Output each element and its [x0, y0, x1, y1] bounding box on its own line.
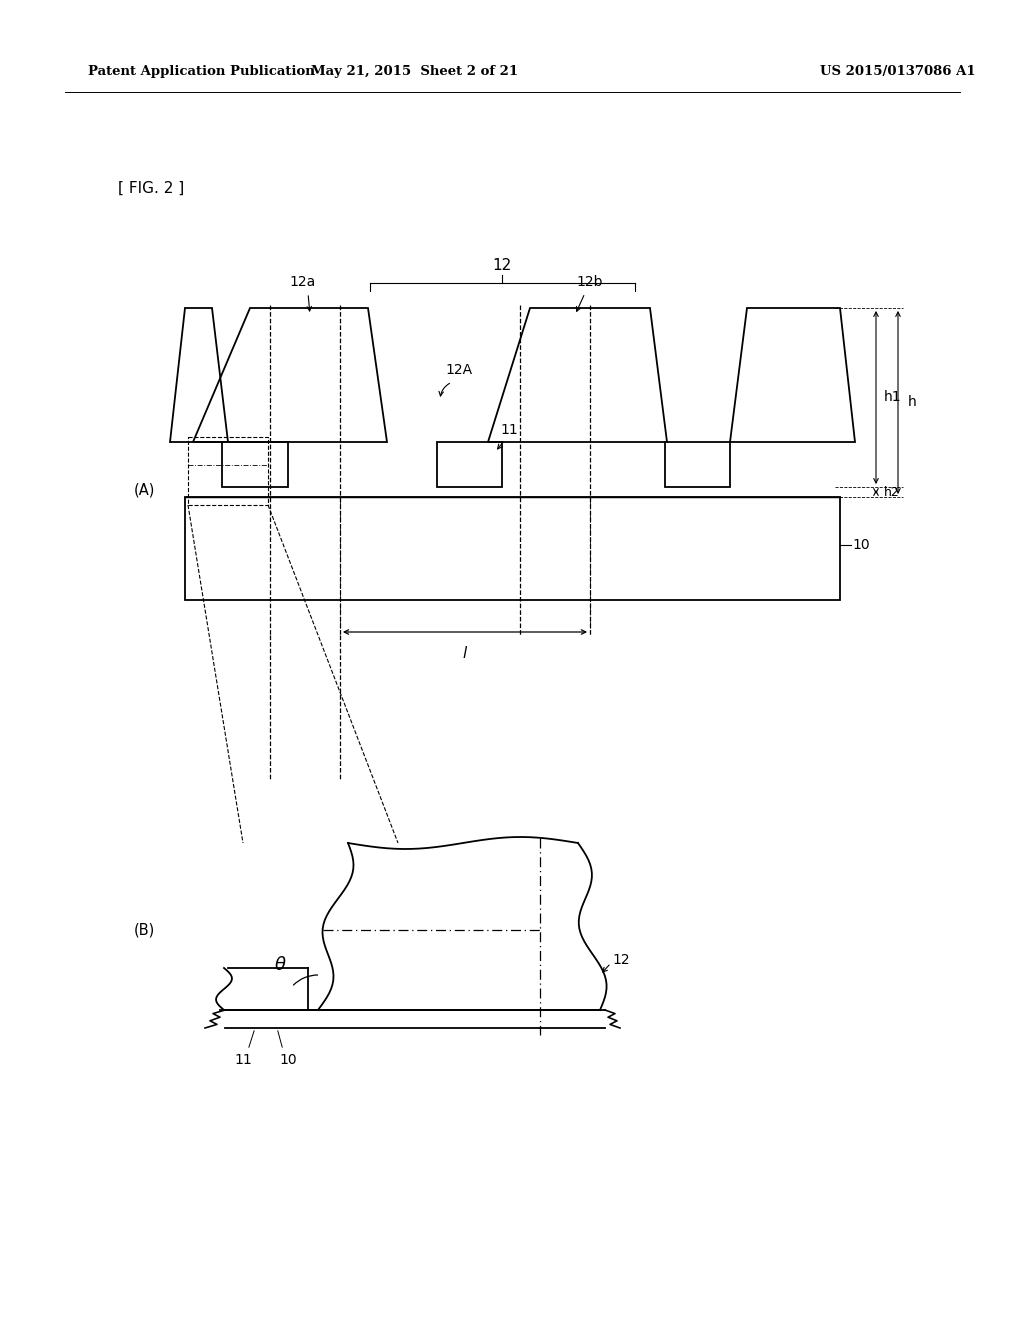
Text: l: l	[463, 645, 467, 661]
Text: US 2015/0137086 A1: US 2015/0137086 A1	[820, 66, 976, 78]
Text: 11: 11	[500, 422, 518, 437]
Text: h2: h2	[884, 486, 900, 499]
Text: h: h	[908, 395, 916, 409]
Text: (B): (B)	[134, 923, 155, 937]
Text: 12a: 12a	[290, 275, 316, 289]
Text: May 21, 2015  Sheet 2 of 21: May 21, 2015 Sheet 2 of 21	[311, 66, 518, 78]
Text: (A): (A)	[133, 483, 155, 498]
Text: h1: h1	[884, 389, 901, 404]
Text: 10: 10	[852, 539, 869, 552]
Text: [ FIG. 2 ]: [ FIG. 2 ]	[118, 181, 184, 195]
Text: Patent Application Publication: Patent Application Publication	[88, 66, 314, 78]
Text: 12b: 12b	[577, 275, 603, 289]
Text: 12: 12	[493, 257, 512, 272]
Text: 12: 12	[612, 953, 630, 968]
Text: 11: 11	[234, 1053, 252, 1067]
Text: 10: 10	[280, 1053, 297, 1067]
Text: 12A: 12A	[445, 363, 472, 378]
Text: θ: θ	[274, 956, 286, 974]
